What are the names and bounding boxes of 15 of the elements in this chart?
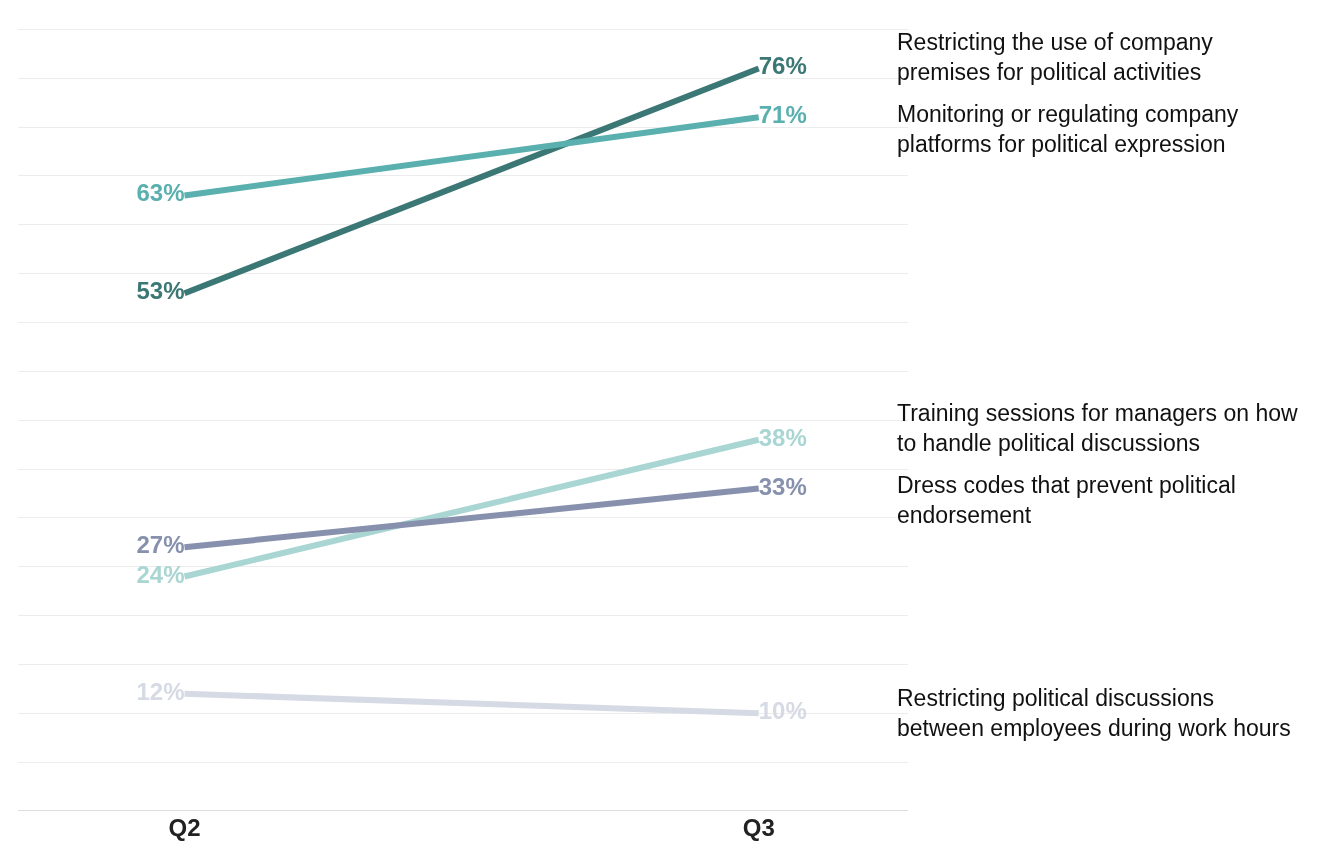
data-label: 63% [136, 179, 185, 207]
data-label: 53% [136, 277, 185, 305]
data-label: 76% [758, 52, 807, 80]
data-label: 24% [136, 560, 185, 588]
x-tick-label: Q2 [168, 814, 201, 841]
data-label: 38% [758, 423, 807, 451]
text: Dress codes that prevent political endorsement [897, 472, 1236, 528]
text: Restricting political discussions between employees during work hours [897, 685, 1291, 741]
data-label: 71% [758, 101, 807, 129]
text: Restricting the use of company premises for political activities [897, 29, 1214, 85]
text: Monitoring or regulating company platforms for political expression [897, 101, 1239, 157]
data-label: 27% [136, 531, 185, 559]
x-tick-label: Q3 [742, 814, 775, 841]
text: Training sessions for managers on how to handle political discussions [897, 400, 1298, 456]
data-label: 33% [758, 472, 807, 500]
